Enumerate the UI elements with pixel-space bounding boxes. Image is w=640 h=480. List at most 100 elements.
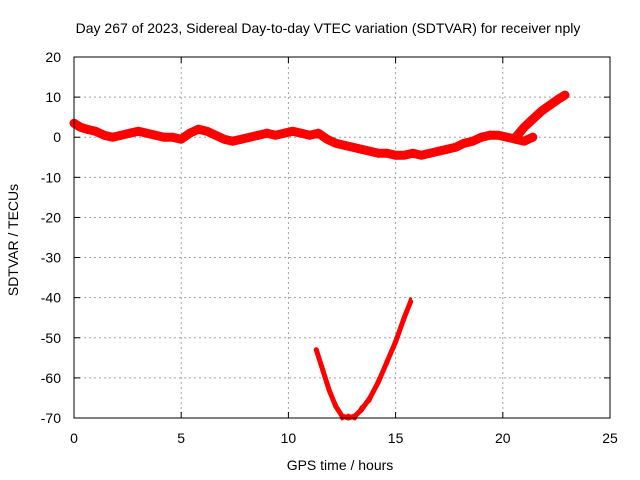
data-point bbox=[339, 413, 345, 419]
chart-title: Day 267 of 2023, Sidereal Day-to-day VTE… bbox=[76, 20, 581, 36]
data-point bbox=[220, 135, 228, 143]
data-point bbox=[340, 141, 348, 149]
x-tick-label: 0 bbox=[70, 430, 78, 446]
series-band-3 bbox=[314, 297, 413, 421]
data-point bbox=[374, 149, 382, 157]
data-point bbox=[177, 135, 185, 143]
x-axis-label: GPS time / hours bbox=[287, 457, 394, 473]
data-point bbox=[529, 115, 537, 123]
data-point bbox=[152, 131, 159, 139]
y-tick-label: -10 bbox=[41, 169, 61, 185]
data-point bbox=[314, 129, 322, 137]
data-point bbox=[349, 143, 357, 151]
data-point bbox=[194, 125, 202, 133]
data-point bbox=[126, 129, 134, 137]
data-point bbox=[83, 125, 91, 133]
x-tick-label: 10 bbox=[281, 430, 297, 446]
data-point bbox=[134, 127, 142, 135]
data-point bbox=[246, 133, 254, 141]
data-point bbox=[503, 133, 511, 141]
data-point bbox=[477, 133, 485, 141]
data-point bbox=[555, 95, 562, 103]
data-point bbox=[169, 133, 177, 141]
y-tick-label: 0 bbox=[53, 129, 61, 145]
x-tick-label: 5 bbox=[177, 430, 185, 446]
data-point bbox=[323, 135, 331, 143]
data-point bbox=[383, 149, 391, 157]
data-point bbox=[289, 127, 297, 135]
x-tick-label: 20 bbox=[495, 430, 511, 446]
data-point bbox=[512, 133, 520, 141]
data-point bbox=[529, 133, 537, 141]
y-tick-label: 20 bbox=[45, 49, 61, 65]
data-point bbox=[254, 131, 262, 139]
y-axis-label: SDTVAR / TECUs bbox=[5, 184, 21, 296]
data-point bbox=[117, 131, 125, 139]
y-tick-label: -70 bbox=[41, 410, 61, 426]
data-point bbox=[100, 131, 108, 139]
ticks bbox=[73, 56, 611, 419]
data-point bbox=[401, 315, 407, 321]
data-point bbox=[367, 395, 373, 401]
data-point bbox=[332, 139, 340, 147]
data-point bbox=[393, 339, 399, 345]
series-line-1 bbox=[69, 118, 538, 160]
data-point bbox=[229, 137, 237, 145]
x-tick-label: 15 bbox=[388, 430, 404, 446]
data-point bbox=[469, 137, 477, 145]
data-point bbox=[357, 145, 365, 153]
data-point bbox=[313, 347, 319, 353]
data-point bbox=[306, 131, 314, 139]
data-point bbox=[358, 407, 364, 413]
data-point bbox=[237, 135, 245, 143]
data-point bbox=[520, 123, 528, 131]
x-tick-label: 25 bbox=[602, 430, 618, 446]
y-tick-label: -20 bbox=[41, 209, 61, 225]
data-point bbox=[160, 133, 168, 141]
data-point bbox=[143, 129, 151, 137]
data-point bbox=[384, 359, 390, 365]
series-line-3 bbox=[313, 299, 414, 421]
data-point bbox=[417, 151, 425, 159]
data-point bbox=[91, 127, 99, 135]
data-point bbox=[333, 403, 339, 409]
data-point bbox=[297, 129, 305, 137]
y-tick-label: -50 bbox=[41, 330, 61, 346]
data-point bbox=[537, 107, 545, 115]
y-tick-label: -40 bbox=[41, 290, 61, 306]
data-point bbox=[443, 145, 451, 153]
y-tick-label: -30 bbox=[41, 250, 61, 266]
data-point bbox=[452, 143, 460, 151]
x-tick-labels: 0 5 10 15 20 25 bbox=[70, 430, 618, 446]
y-tick-labels: -70 -60 -50 -40 -30 -20 -10 0 10 20 bbox=[41, 49, 61, 426]
y-tick-label: 10 bbox=[45, 89, 61, 105]
plot-frame bbox=[73, 56, 611, 419]
data-point bbox=[400, 151, 408, 159]
data-point bbox=[366, 147, 374, 155]
data-point bbox=[460, 139, 468, 147]
data-point bbox=[326, 387, 332, 393]
data-point bbox=[561, 91, 569, 99]
data-point bbox=[546, 101, 554, 109]
series-layer bbox=[69, 90, 570, 421]
data-point bbox=[426, 149, 434, 157]
data-point bbox=[272, 131, 279, 139]
y-tick-label: -60 bbox=[41, 370, 61, 386]
data-point bbox=[375, 379, 381, 385]
data-point bbox=[392, 151, 400, 159]
data-point bbox=[352, 413, 358, 419]
data-point bbox=[520, 137, 528, 145]
data-point bbox=[435, 147, 442, 155]
data-point bbox=[409, 149, 417, 157]
data-point bbox=[76, 123, 84, 131]
data-point bbox=[408, 299, 414, 305]
data-point bbox=[280, 129, 288, 137]
data-point bbox=[495, 131, 502, 139]
data-point bbox=[486, 131, 494, 139]
grid-lines bbox=[74, 57, 610, 418]
data-point bbox=[186, 129, 194, 137]
data-point bbox=[109, 133, 117, 141]
data-point bbox=[212, 131, 219, 139]
data-point bbox=[320, 367, 326, 373]
